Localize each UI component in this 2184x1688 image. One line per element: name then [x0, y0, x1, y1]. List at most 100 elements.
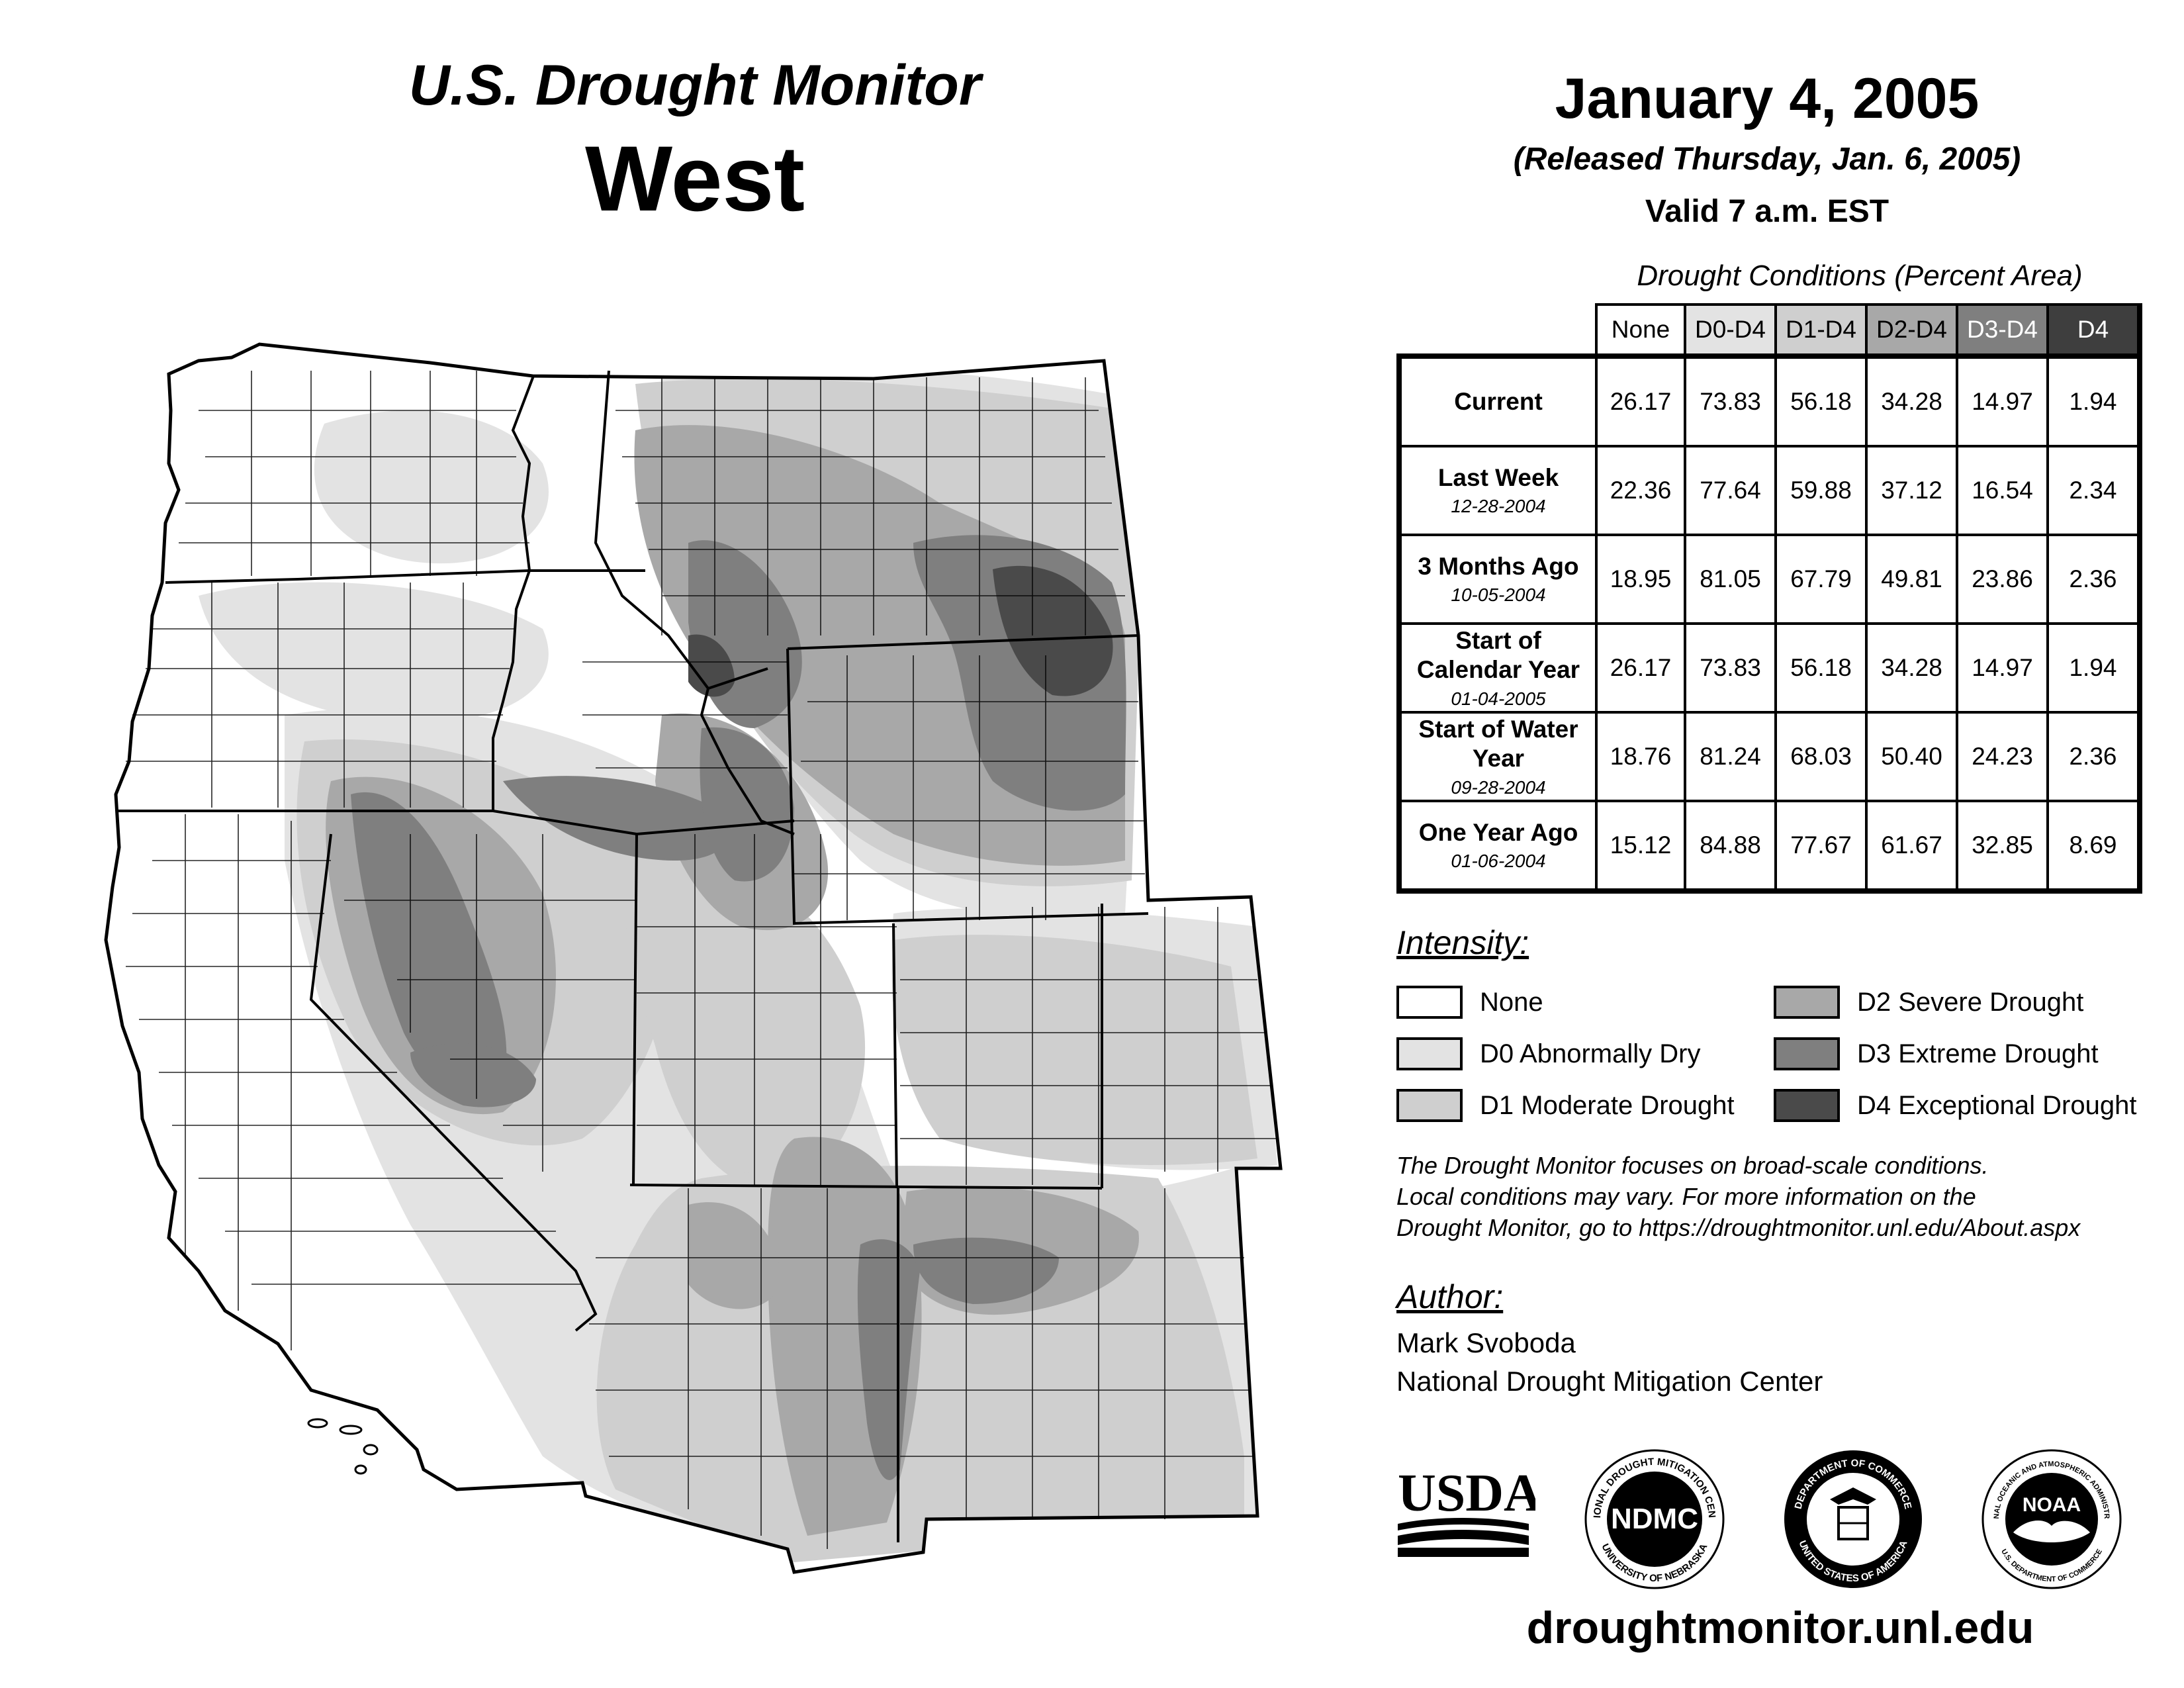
row-label-date: 10-05-2004 [1451, 585, 1546, 606]
col-header-d3-d4: D3-D4 [1956, 303, 2049, 359]
ndmc-logo: NATIONAL DROUGHT MITIGATION CENTER UNIVE… [1582, 1446, 1725, 1589]
table-cell: 61.67 [1865, 800, 1958, 894]
noaa-logo-text: NOAA [2023, 1494, 2081, 1516]
row-label-date: 01-04-2005 [1451, 688, 1546, 709]
title-block: U.S. Drought Monitor West [251, 53, 1138, 232]
drought-map [104, 342, 1283, 1574]
col-header-d1-d4: D1-D4 [1774, 303, 1868, 359]
table-row-start-of-water-year: Start of Water Year 09-28-2004 18.76 81.24 6… [1396, 711, 2142, 802]
ndmc-logo-text: NDMC [1611, 1503, 1698, 1535]
legend-item-none: None [1396, 984, 1543, 1021]
table-cell: 32.85 [1956, 800, 2049, 894]
usda-logo: USDA [1398, 1464, 1535, 1557]
table-cell: 2.36 [2046, 534, 2142, 625]
author-org: National Drought Mitigation Center [1396, 1366, 1823, 1397]
table-cell: 24.23 [1956, 711, 2049, 802]
noaa-logo: NATIONAL OCEANIC AND ATMOSPHERIC ADMINIS… [1979, 1446, 2122, 1589]
table-cell: 2.34 [2046, 445, 2142, 536]
table-cell: 81.05 [1684, 534, 1777, 625]
table-cell: 77.67 [1774, 800, 1868, 894]
row-label-text: One Year Ago [1418, 819, 1578, 846]
table-cell: 81.24 [1684, 711, 1777, 802]
col-header-none: None [1595, 303, 1686, 359]
author-title: Author: [1396, 1278, 1504, 1315]
note-line: The Drought Monitor focuses on broad-sca… [1396, 1152, 1989, 1179]
table-cell: 18.76 [1595, 711, 1686, 802]
table-cell: 26.17 [1595, 355, 1686, 447]
col-header-d4: D4 [2046, 303, 2142, 359]
table-cell: 50.40 [1865, 711, 1958, 802]
author-name: Mark Svoboda [1396, 1327, 1576, 1358]
legend-label: D1 Moderate Drought [1480, 1090, 1735, 1120]
legend-item-d3: D3 Extreme Drought [1774, 1035, 2099, 1072]
valid-time: Valid 7 a.m. EST [1645, 194, 1889, 229]
legend-swatch [1774, 1089, 1840, 1122]
table-cell: 16.54 [1956, 445, 2049, 536]
row-label: Start of Calendar Year 01-04-2005 [1396, 622, 1598, 714]
col-header-d0-d4: D0-D4 [1684, 303, 1777, 359]
legend-swatch [1774, 986, 1840, 1019]
table-corner [1399, 305, 1598, 359]
region-name: West [585, 126, 805, 230]
table-row-start-of-calendar-year: Start of Calendar Year 01-04-2005 26.17 73.… [1396, 622, 2142, 714]
table-cell: 84.88 [1684, 800, 1777, 894]
table-cell: 77.64 [1684, 445, 1777, 536]
table-header-row: None D0-D4 D1-D4 D2-D4 D3-D4 D4 [1399, 303, 2142, 359]
table-cell: 2.36 [2046, 711, 2142, 802]
row-label-text: Last Week [1437, 464, 1559, 491]
map-date: January 4, 2005 [1555, 67, 1979, 130]
row-label-date: 09-28-2004 [1451, 776, 1546, 798]
legend-label: D4 Exceptional Drought [1857, 1090, 2137, 1120]
website-link[interactable]: droughtmonitor.unl.edu [1526, 1603, 2034, 1653]
table-cell: 22.36 [1595, 445, 1686, 536]
legend-label: D2 Severe Drought [1857, 987, 2084, 1017]
legend-swatch [1396, 1089, 1463, 1122]
note-line: Local conditions may vary. For more info… [1396, 1182, 1976, 1210]
d4-exceptional-drought-areas [688, 565, 1113, 697]
col-header-d2-d4: D2-D4 [1865, 303, 1958, 359]
legend-item-d2: D2 Severe Drought [1774, 984, 2083, 1021]
row-label-date: 01-06-2004 [1451, 851, 1546, 872]
state-borders [116, 370, 1149, 1542]
row-label-text: 3 Months Ago [1418, 553, 1579, 580]
date-block: January 4, 2005 (Released Thursday, Jan.… [1430, 66, 2105, 230]
table-cell: 59.88 [1774, 445, 1868, 536]
row-label: Start of Water Year 09-28-2004 [1396, 711, 1598, 802]
table-row-current: Current 26.17 73.83 56.18 34.28 14.97 1.94 [1396, 355, 2142, 447]
table-caption: Drought Conditions (Percent Area) [1637, 259, 2083, 292]
legend-label: D3 Extreme Drought [1857, 1039, 2099, 1068]
table-cell: 1.94 [2046, 355, 2142, 447]
table-cell: 56.18 [1774, 622, 1868, 714]
legend-item-d1: D1 Moderate Drought [1396, 1087, 1735, 1124]
d3-extreme-drought-areas [351, 535, 1126, 1480]
table-cell: 34.28 [1865, 355, 1958, 447]
table-cell: 14.97 [1956, 622, 2049, 714]
table-cell: 34.28 [1865, 622, 1958, 714]
commerce-seal: DEPARTMENT OF COMMERCE UNITED STATES OF … [1784, 1450, 1922, 1588]
legend-label: D0 Abnormally Dry [1480, 1039, 1701, 1068]
legend-item-d0: D0 Abnormally Dry [1396, 1035, 1700, 1072]
table-cell: 8.69 [2046, 800, 2142, 894]
release-date: (Released Thursday, Jan. 6, 2005) [1513, 142, 2021, 177]
row-label-date: 12-28-2004 [1451, 496, 1546, 517]
row-label: One Year Ago 01-06-2004 [1396, 800, 1598, 894]
note-line: Drought Monitor, go to https://droughtmo… [1396, 1213, 2081, 1241]
table-cell: 18.95 [1595, 534, 1686, 625]
table-row-three-months-ago: 3 Months Ago 10-05-2004 18.95 81.05 67.79 49.… [1396, 534, 2142, 625]
table-cell: 14.97 [1956, 355, 2049, 447]
row-label-text: Current [1454, 387, 1543, 415]
usda-logo-text: USDA [1398, 1464, 1535, 1523]
table-cell: 15.12 [1595, 800, 1686, 894]
map-title: U.S. Drought Monitor [408, 54, 981, 117]
table-cell: 73.83 [1684, 622, 1777, 714]
table-cell: 23.86 [1956, 534, 2049, 625]
table-cell: 56.18 [1774, 355, 1868, 447]
disclaimer-note: The Drought Monitor focuses on broad-sca… [1396, 1150, 2164, 1243]
county-lines [126, 371, 1277, 1549]
table-row-one-year-ago: One Year Ago 01-06-2004 15.12 84.88 77.67 61.… [1396, 800, 2142, 894]
west-region-outline [104, 342, 1283, 1574]
table-cell: 26.17 [1595, 622, 1686, 714]
table-body: Current 26.17 73.83 56.18 34.28 14.97 1.94 Last… [1396, 355, 2142, 894]
row-label-text: Start of Calendar Year [1416, 626, 1580, 684]
table-cell: 67.79 [1774, 534, 1868, 625]
